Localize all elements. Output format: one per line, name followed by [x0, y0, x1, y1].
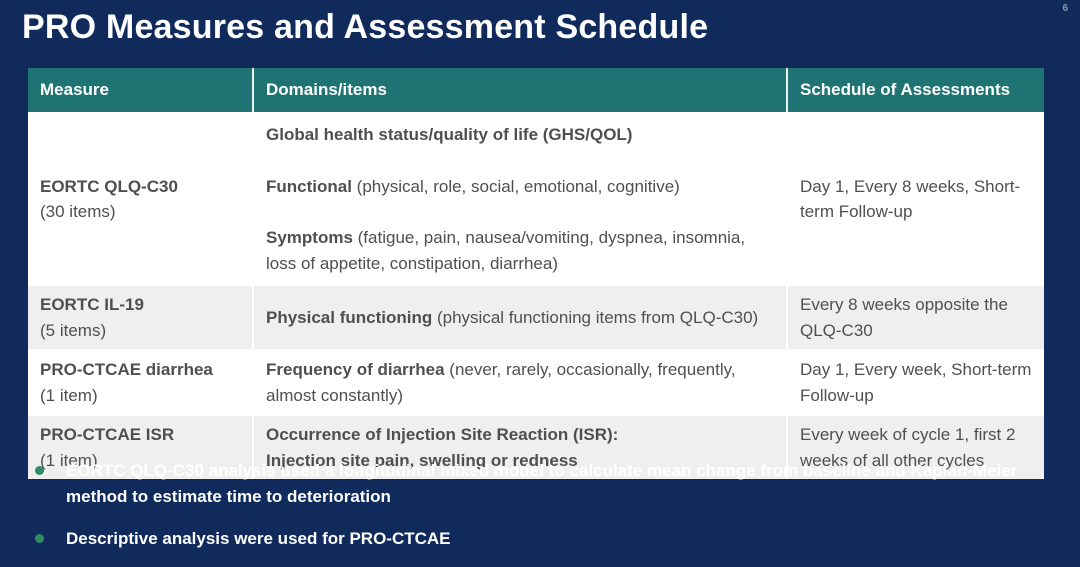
measure-item-count: (1 item) — [40, 450, 98, 470]
column-header-domains: Domains/items — [252, 68, 786, 112]
table-row-pro-ctcae-isr: PRO-CTCAE ISR (1 item) Occurrence of Inj… — [28, 414, 1044, 479]
measure-item-count: (30 items) — [40, 202, 116, 221]
domains-cell: Frequency of diarrhea (never, rarely, oc… — [252, 349, 786, 414]
slide: PRO Measures and Assessment Schedule 6 M… — [22, 3, 1068, 548]
domains-cell: Physical functioning (physical functioni… — [252, 284, 786, 349]
slide-page-number: 6 — [1062, 3, 1068, 14]
measure-cell: PRO-CTCAE diarrhea (1 item) — [28, 349, 252, 414]
schedule-cell: Every week of cycle 1, first 2 weeks of … — [786, 414, 1044, 479]
measure-item-count: (1 item) — [40, 385, 98, 405]
measure-name: EORTC IL-19 — [40, 295, 144, 314]
bullet-text: EORTC QLQ-C30 analysis used a longitudin… — [66, 461, 1018, 507]
measure-name: PRO-CTCAE ISR — [40, 425, 175, 444]
domains-cell: Occurrence of Injection Site Reaction (I… — [252, 414, 786, 479]
measure-cell: EORTC IL-19 (5 items) — [28, 284, 252, 349]
domains-cell: Global health status/quality of life (GH… — [252, 112, 786, 284]
column-header-measure: Measure — [28, 68, 252, 112]
schedule-cell: Day 1, Every 8 weeks, Short-term Follow-… — [786, 112, 1044, 284]
table-row-pro-ctcae-diarrhea: PRO-CTCAE diarrhea (1 item) Frequency of… — [28, 349, 1044, 414]
schedule-cell: Every 8 weeks opposite the QLQ-C30 — [786, 284, 1044, 349]
column-header-schedule: Schedule of Assessments — [786, 68, 1044, 112]
table-header-row: Measure Domains/items Schedule of Assess… — [28, 68, 1044, 112]
measure-cell: EORTC QLQ-C30 (30 items) — [28, 112, 252, 284]
bullet-item-analysis-model: EORTC QLQ-C30 analysis used a longitudin… — [30, 458, 1060, 511]
bullet-dot-icon — [35, 533, 44, 543]
bullet-text: Descriptive analysis were used for PRO-C… — [66, 528, 451, 548]
table-row-eortc-qlq-c30: EORTC QLQ-C30 (30 items) Global health s… — [28, 112, 1044, 284]
measure-cell: PRO-CTCAE ISR (1 item) — [28, 414, 252, 479]
bullet-item-descriptive-analysis: Descriptive analysis were used for PRO-C… — [30, 526, 1060, 552]
schedule-cell: Day 1, Every week, Short-term Follow-up — [786, 349, 1044, 414]
domain-paragraph: Frequency of diarrhea (never, rarely, oc… — [266, 360, 736, 405]
measure-name: PRO-CTCAE diarrhea — [40, 360, 213, 379]
bullet-dot-icon — [35, 466, 44, 475]
domain-paragraph: Functional (physical, role, social, emot… — [266, 176, 680, 196]
domain-paragraph: Global health status/quality of life (GH… — [266, 125, 633, 144]
domain-paragraph: Injection site pain, swelling or redness — [266, 450, 578, 470]
domain-paragraph: Symptoms (fatigue, pain, nausea/vomiting… — [266, 228, 746, 273]
footnote-bullet-list: EORTC QLQ-C30 analysis used a longitudin… — [30, 458, 1060, 567]
pro-measures-table: Measure Domains/items Schedule of Assess… — [28, 68, 1044, 479]
table-row-eortc-il-19: EORTC IL-19 (5 items) Physical functioni… — [28, 284, 1044, 349]
measure-item-count: (5 items) — [40, 320, 107, 340]
page-title: PRO Measures and Assessment Schedule — [22, 8, 709, 46]
domain-paragraph: Occurrence of Injection Site Reaction (I… — [266, 425, 619, 444]
domain-paragraph: Physical functioning (physical functioni… — [266, 307, 759, 327]
measure-name: EORTC QLQ-C30 — [40, 176, 178, 196]
